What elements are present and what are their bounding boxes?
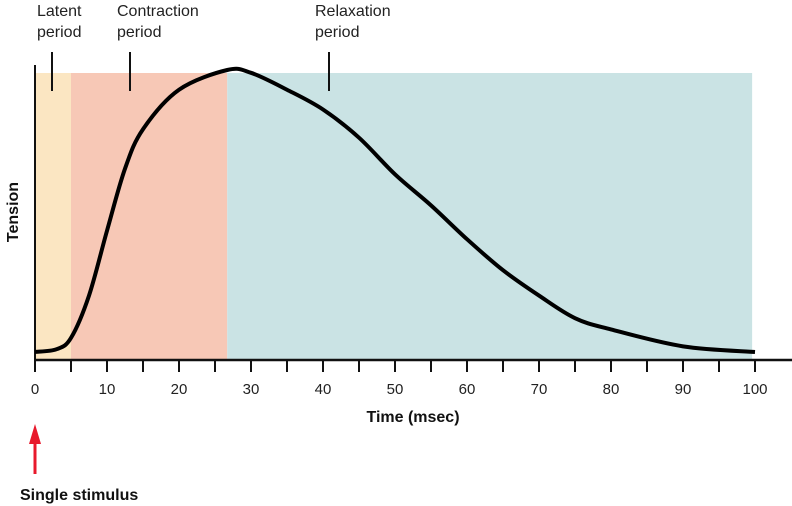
tension-curve [34, 66, 756, 354]
x-tick-label: 30 [243, 381, 260, 398]
x-tick-label: 60 [459, 381, 476, 398]
x-tick-label: 100 [742, 381, 767, 398]
x-tick-label: 40 [315, 381, 332, 398]
x-tick-label: 90 [675, 381, 692, 398]
stimulus-label: Single stimulus [20, 487, 138, 504]
period-label: Latent period [37, 3, 82, 41]
x-tick-label: 50 [387, 381, 404, 398]
y-axis-label: Tension [5, 182, 22, 242]
x-tick-label: 20 [171, 381, 188, 398]
period-band [71, 73, 228, 359]
stimulus-arrow [29, 424, 41, 474]
period-band [35, 73, 71, 359]
x-axis-label: Time (msec) [366, 409, 459, 426]
x-tick-label: 10 [99, 381, 116, 398]
period-label: Relaxation period [315, 3, 391, 41]
period-band [227, 73, 753, 359]
x-tick-label: 0 [31, 381, 39, 398]
x-tick-label: 80 [603, 381, 620, 398]
x-tick-label: 70 [531, 381, 548, 398]
period-label: Contraction period [117, 3, 199, 41]
